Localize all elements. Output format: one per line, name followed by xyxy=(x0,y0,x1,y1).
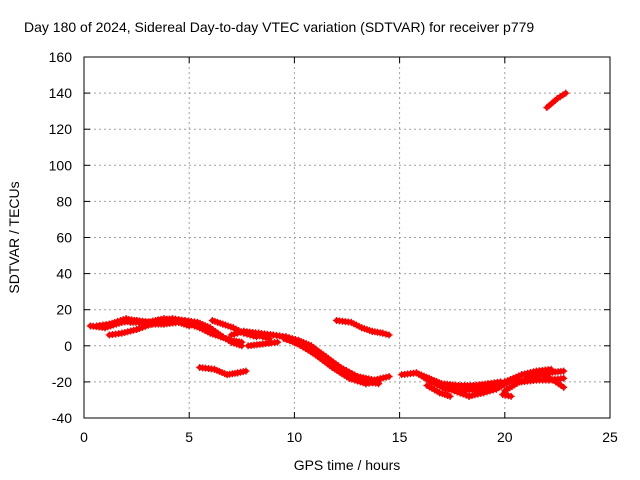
data-point xyxy=(227,331,235,339)
data-point xyxy=(242,367,250,375)
series-arc-21 xyxy=(471,365,555,395)
data-point xyxy=(274,338,282,346)
x-tick-label: 0 xyxy=(80,429,88,445)
data-point xyxy=(385,372,393,380)
x-tick-label: 10 xyxy=(287,429,303,445)
grid xyxy=(84,57,610,418)
y-tick-label: 40 xyxy=(56,266,72,282)
y-tick-label: 0 xyxy=(64,338,72,354)
series-arc-14 xyxy=(290,338,383,388)
data-point xyxy=(234,329,242,337)
data-point xyxy=(560,367,568,375)
data-point xyxy=(507,392,515,400)
data-point xyxy=(385,331,393,339)
series-arc-25 xyxy=(522,371,568,391)
data-point xyxy=(379,329,387,337)
series-arc-19 xyxy=(423,382,454,400)
data-point xyxy=(375,380,383,388)
series-arc-8 xyxy=(194,318,246,350)
x-tick-label: 5 xyxy=(185,429,193,445)
data-point xyxy=(560,383,568,391)
data-point xyxy=(238,342,246,350)
data-point xyxy=(382,330,390,338)
x-tick-label: 15 xyxy=(392,429,408,445)
x-tick-label: 25 xyxy=(602,429,618,445)
chart-title: Day 180 of 2024, Sidereal Day-to-day VTE… xyxy=(24,19,534,35)
y-tick-label: 140 xyxy=(49,85,73,101)
y-tick-label: 120 xyxy=(49,121,73,137)
data-point xyxy=(560,374,568,382)
y-tick-label: -20 xyxy=(52,374,72,390)
series-arc-22 xyxy=(499,391,515,400)
y-tick-label: 60 xyxy=(56,230,72,246)
x-axis-title: GPS time / hours xyxy=(294,457,401,473)
data-series xyxy=(86,89,570,400)
data-point xyxy=(230,330,238,338)
y-tick-label: 100 xyxy=(49,157,73,173)
y-tick-label: 80 xyxy=(56,193,72,209)
y-axis-title: SDTVAR / TECUs xyxy=(6,181,22,293)
plot-frame xyxy=(83,56,611,419)
y-tick-label: 160 xyxy=(49,49,73,65)
series-arc-15 xyxy=(196,363,250,379)
y-tick-label: 20 xyxy=(56,302,72,318)
axis-ticks: 0 5 10 15 20 25 -40 -20 0 20 40 60 80 100 120 140 160 xyxy=(49,49,618,445)
y-tick-label: -40 xyxy=(52,410,72,426)
series-arc-3 xyxy=(105,320,155,339)
x-tick-label: 20 xyxy=(497,429,513,445)
data-point xyxy=(562,89,570,97)
series-arc-16 xyxy=(332,317,393,339)
series-arc-11 xyxy=(244,338,282,350)
data-point xyxy=(446,392,454,400)
series-arc-26 xyxy=(543,89,570,112)
